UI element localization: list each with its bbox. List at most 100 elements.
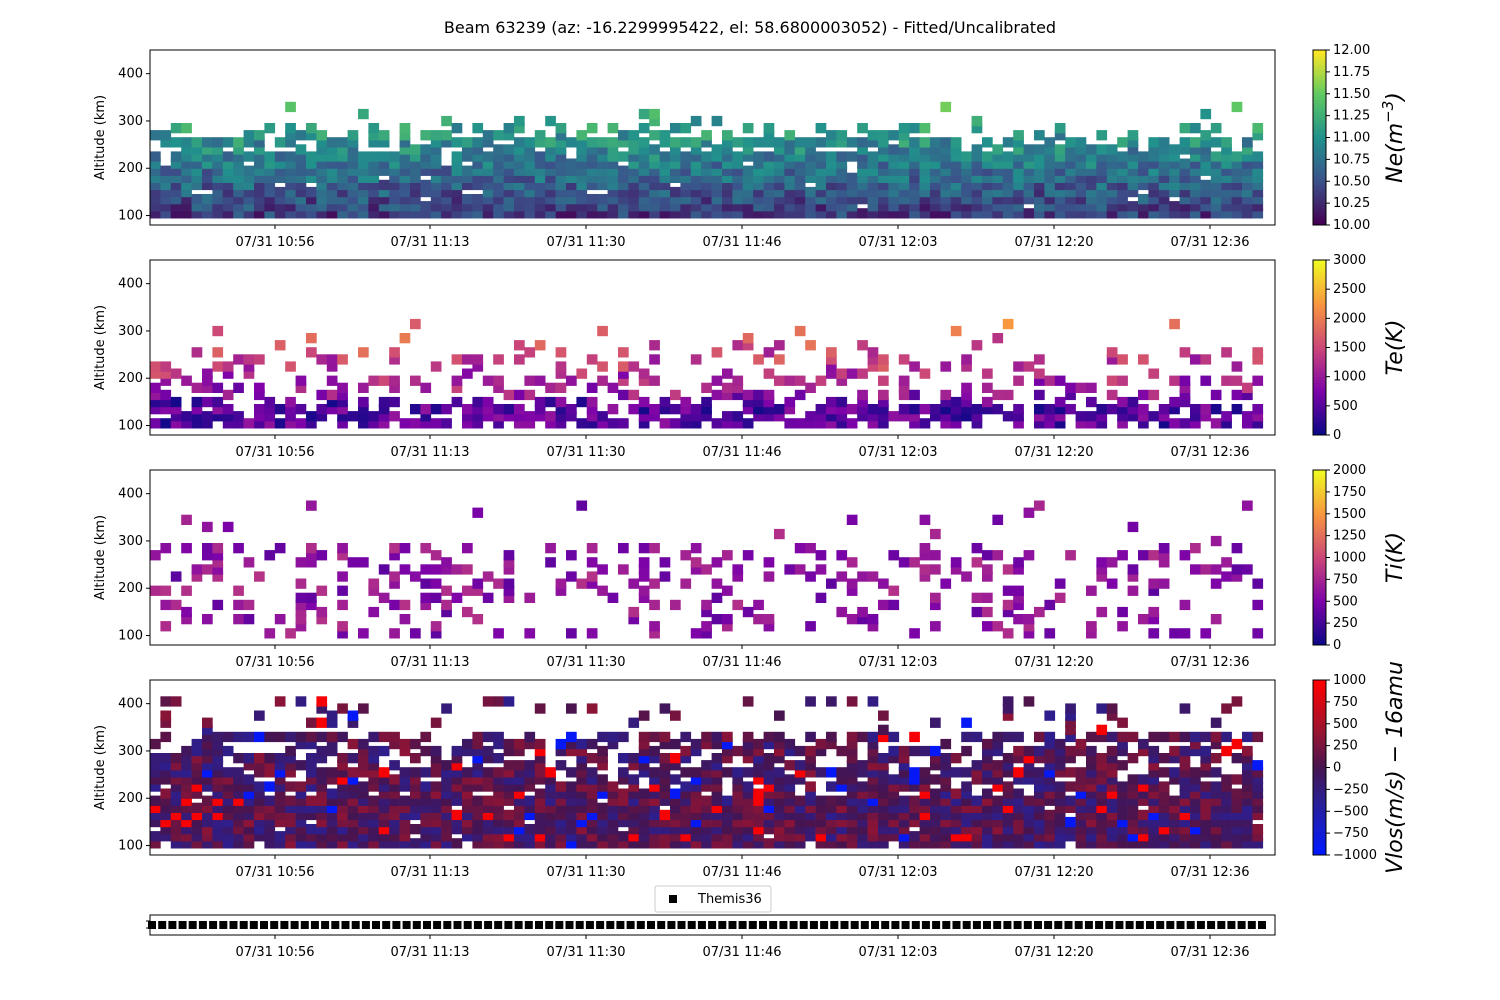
colorbar-step (1313, 134, 1326, 138)
heatmap-cell (618, 543, 629, 554)
heatmap-cell (503, 774, 515, 785)
y-tick-label: 400 (118, 697, 143, 712)
heatmap-cell (742, 802, 754, 813)
heatmap-cell (649, 788, 660, 799)
colorbar-step (1313, 79, 1326, 83)
heatmap-cell (763, 774, 775, 785)
heatmap-cell (202, 781, 213, 792)
heatmap-cell (982, 824, 993, 835)
heatmap-cell (826, 738, 837, 750)
heatmap-cell (503, 738, 515, 750)
heatmap-cell (202, 144, 213, 155)
heatmap-cell (462, 788, 473, 799)
colorbar-step (1313, 802, 1326, 806)
heatmap-cell (794, 375, 806, 386)
heatmap-cell (971, 151, 983, 162)
heatmap-cell (1086, 201, 1097, 212)
heatmap-cell (1148, 606, 1160, 618)
heatmap-cell (794, 802, 806, 813)
heatmap-cell (711, 144, 723, 155)
heatmap-cell (784, 781, 796, 792)
heatmap-cell (285, 208, 296, 219)
heatmap-cell (285, 130, 296, 141)
heatmap-cell (285, 172, 296, 183)
themis-marker (1247, 921, 1256, 929)
heatmap-cell (295, 731, 307, 743)
heatmap-cell (1210, 816, 1222, 828)
heatmap-cell (306, 208, 317, 219)
heatmap-cell (555, 361, 567, 372)
heatmap-cell (566, 795, 577, 806)
heatmap-cell (794, 151, 806, 162)
heatmap-cell (316, 404, 328, 415)
heatmap-cell (202, 418, 213, 429)
heatmap-cell (1158, 158, 1170, 169)
heatmap-cell (607, 404, 619, 415)
heatmap-cell (306, 781, 317, 792)
heatmap-cell (586, 767, 598, 778)
heatmap-cell (212, 599, 224, 611)
heatmap-cell (1200, 165, 1212, 176)
heatmap-cell (1148, 578, 1160, 589)
heatmap-cell (846, 802, 858, 813)
heatmap-cell (274, 340, 286, 351)
heatmap-cell (909, 186, 920, 198)
colorbar-step (1313, 327, 1326, 331)
heatmap-cell (493, 753, 504, 764)
heatmap-cell (732, 824, 744, 835)
heatmap-cell (930, 528, 941, 540)
heatmap-cell (243, 418, 255, 429)
heatmap-cell (597, 838, 608, 849)
heatmap-cell (857, 824, 868, 835)
heatmap-cell (316, 816, 328, 828)
x-tick-label: 07/31 12:20 (1014, 235, 1093, 250)
heatmap-cell (1117, 418, 1128, 429)
heatmap-cell (742, 172, 754, 183)
heatmap-cell (368, 375, 380, 386)
heatmap-cell (410, 809, 421, 821)
heatmap-cell (1106, 731, 1118, 743)
heatmap-cell (1190, 781, 1201, 792)
heatmap-cell (306, 333, 317, 344)
heatmap-cell (659, 760, 671, 771)
heatmap-cell (233, 151, 244, 162)
heatmap-cell (233, 165, 244, 176)
heatmap-cell (274, 816, 286, 828)
colorbar-step (1313, 286, 1326, 290)
heatmap-cell (170, 838, 182, 849)
heatmap-cell (1231, 788, 1243, 799)
heatmap-cell (846, 418, 858, 429)
heatmap-cell (160, 368, 172, 379)
colorbar-step (1313, 102, 1326, 106)
heatmap-cell (846, 760, 858, 771)
themis-marker (260, 921, 268, 929)
heatmap-cell (555, 411, 567, 422)
colorbar-step (1313, 411, 1326, 415)
heatmap-cell (659, 208, 671, 219)
heatmap-cell (326, 717, 338, 728)
heatmap-cell (1117, 795, 1128, 806)
heatmap-cell (420, 809, 432, 821)
heatmap-cell (1210, 731, 1222, 743)
heatmap-cell (1148, 172, 1160, 183)
heatmap-cell (1054, 745, 1066, 757)
heatmap-cell (888, 599, 900, 611)
heatmap-cell (982, 151, 993, 162)
heatmap-cell (514, 340, 525, 351)
x-tick-label: 07/31 12:36 (1170, 235, 1249, 250)
heatmap-cell (1179, 375, 1191, 386)
heatmap-cell (1013, 809, 1024, 821)
heatmap-cell (878, 354, 889, 365)
heatmap-cell (555, 824, 567, 835)
heatmap-cell (680, 137, 692, 148)
heatmap-cell (337, 201, 348, 212)
heatmap-cell (576, 838, 588, 849)
heatmap-cell (306, 151, 317, 162)
heatmap-cell (638, 745, 650, 757)
colorbar-tick-label: 3000 (1333, 253, 1366, 268)
heatmap-cell (1179, 172, 1191, 183)
heatmap-cell (867, 696, 879, 707)
heatmap-cell (1200, 144, 1212, 155)
heatmap-cell (1054, 144, 1066, 155)
